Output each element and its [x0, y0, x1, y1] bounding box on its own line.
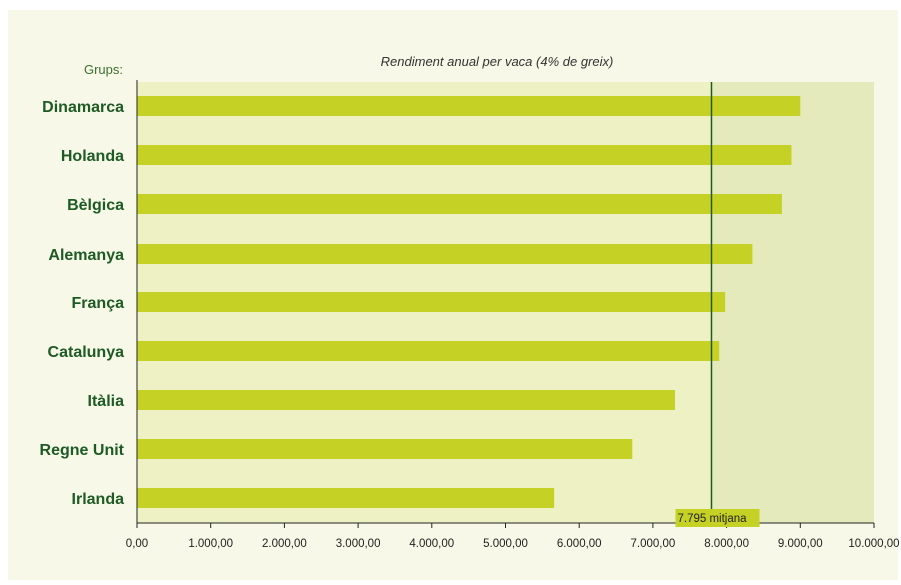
category-label: Catalunya: [48, 344, 125, 361]
category-label: Dinamarca: [42, 99, 124, 116]
bar-irlanda: [137, 488, 555, 508]
bar-fran-a: [137, 292, 726, 312]
category-label: Holanda: [61, 148, 124, 165]
x-tick-label: 7.000,00: [631, 538, 676, 550]
bar-dinamarca: [137, 96, 801, 116]
category-label: Alemanya: [48, 247, 124, 264]
bar-b-lgica: [137, 194, 782, 214]
category-labels: Dinamarca Holanda Bèlgica Alemanya França Cat…: [40, 99, 125, 508]
bar-catalunya: [137, 341, 720, 361]
category-label: Itàlia: [88, 393, 125, 410]
chart-title: Rendiment anual per vaca (4% de greix): [381, 54, 614, 69]
x-tick-label: 10.000,00: [848, 538, 899, 550]
category-label: França: [72, 295, 125, 312]
mean-label-box: [675, 509, 760, 527]
x-tick-label: 4.000,00: [409, 538, 454, 550]
bar-regne-unit: [137, 439, 633, 459]
mean-label: 7.795 mitjana: [677, 513, 747, 525]
x-tick-label: 1.000,00: [188, 538, 233, 550]
x-tick-label: 2.000,00: [262, 538, 307, 550]
group-axis-label: Grups:: [84, 62, 123, 77]
x-tick-label: 5.000,00: [483, 538, 528, 550]
x-axis: 0,00 1.000,00 2.000,00 3.000,00 4.000,00 5.00…: [126, 80, 900, 550]
category-label: Irlanda: [72, 491, 125, 508]
bar-holanda: [137, 145, 792, 165]
reference-line-group: 7.795 mitjana: [675, 82, 760, 527]
category-label: Regne Unit: [40, 442, 125, 459]
bar-alemanya: [137, 244, 753, 264]
x-tick-label: 6.000,00: [557, 538, 602, 550]
x-tick-label: 3.000,00: [336, 538, 381, 550]
x-tick-label: 9.000,00: [778, 538, 823, 550]
bars: [137, 96, 801, 508]
x-tick-label: 8.000,00: [704, 538, 749, 550]
category-label: Bèlgica: [67, 197, 124, 214]
bar-it-lia: [137, 390, 676, 410]
x-tick-label: 0,00: [126, 538, 148, 550]
